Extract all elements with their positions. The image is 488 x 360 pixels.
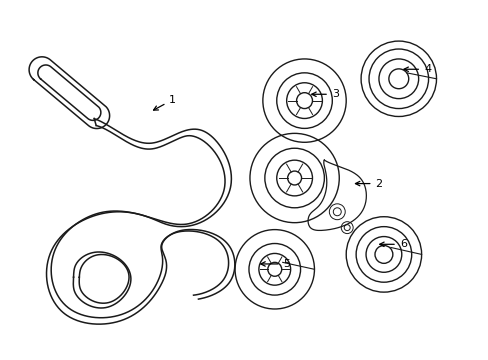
Text: 5: 5 xyxy=(260,259,290,269)
Text: 4: 4 xyxy=(403,64,430,74)
Text: 1: 1 xyxy=(153,95,176,110)
Text: 3: 3 xyxy=(311,89,338,99)
Text: 6: 6 xyxy=(379,239,406,249)
Text: 2: 2 xyxy=(355,179,382,189)
